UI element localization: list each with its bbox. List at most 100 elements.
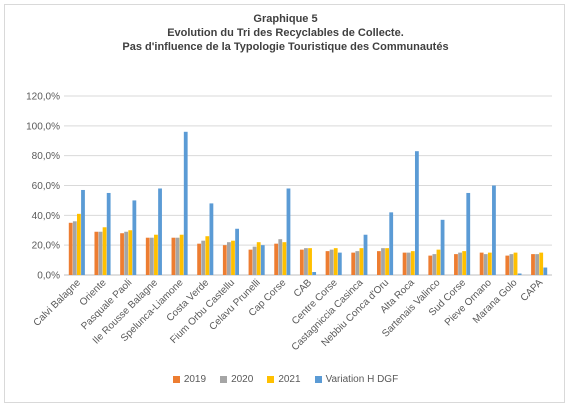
bar <box>76 213 81 275</box>
bar <box>124 231 129 275</box>
bar <box>158 188 162 275</box>
bar <box>359 248 364 275</box>
bar <box>513 252 518 275</box>
bar <box>543 267 548 275</box>
bar <box>120 233 124 275</box>
bar <box>355 251 360 275</box>
y-tick-label: 0,0% <box>37 271 60 282</box>
bar <box>492 185 496 275</box>
bar <box>179 234 184 275</box>
y-tick-label: 80,0% <box>32 151 60 162</box>
legend-swatch-2019 <box>172 376 180 383</box>
legend-item-2021: 2021 <box>267 374 301 385</box>
bar <box>235 228 239 275</box>
bar <box>149 237 154 275</box>
legend-swatch-2020 <box>220 376 228 383</box>
bar <box>231 240 235 275</box>
bar <box>312 272 317 275</box>
bar <box>248 249 253 275</box>
bar <box>517 273 522 275</box>
bar <box>102 227 107 275</box>
bar <box>535 254 540 275</box>
y-tick-label: 40,0% <box>32 211 60 222</box>
bar <box>175 237 180 275</box>
bar <box>68 222 73 275</box>
x-tick-label: CAB <box>292 277 315 300</box>
bar <box>385 248 390 275</box>
bar <box>154 234 158 275</box>
bar <box>428 255 433 275</box>
bar <box>145 237 150 275</box>
bar <box>414 151 419 275</box>
bar <box>81 189 85 275</box>
bar <box>183 131 188 275</box>
bar <box>197 243 202 275</box>
bar <box>329 249 334 275</box>
bar <box>432 254 437 275</box>
bar <box>351 252 356 275</box>
bar <box>377 251 381 275</box>
bar <box>209 203 214 275</box>
bar <box>381 248 385 275</box>
chart-subtitle-line-1: Evolution du Tri des Recyclables de Coll… <box>167 27 404 39</box>
bar <box>106 192 111 275</box>
bar <box>286 188 291 275</box>
bar <box>72 221 77 275</box>
bar <box>325 251 330 275</box>
bar <box>389 212 394 275</box>
chart-legend: 2019 2020 2021 Variation H DGF <box>0 374 571 385</box>
bar <box>132 200 137 275</box>
bar <box>222 245 227 275</box>
bar <box>483 254 488 275</box>
legend-swatch-variation <box>314 376 322 383</box>
legend-item-variation: Variation H DGF <box>314 374 399 385</box>
bar <box>363 234 368 275</box>
bar <box>487 252 492 275</box>
bar <box>308 248 312 275</box>
legend-label-2020: 2020 <box>231 374 254 385</box>
bar <box>531 254 535 275</box>
bar <box>274 243 279 275</box>
y-tick-label: 120,0% <box>26 92 60 103</box>
bar-chart: 0,0% 20,0% 40,0% 60,0% 80,0% 100,0% 120,0% Calv… <box>26 92 552 353</box>
bar <box>128 230 133 275</box>
bar <box>171 237 176 275</box>
y-tick-label: 100,0% <box>26 121 60 132</box>
bar <box>410 251 415 275</box>
bar <box>304 248 308 275</box>
bar <box>252 246 257 275</box>
chart-title-block: Graphique 5 Evolution du Tri des Recycla… <box>0 12 571 54</box>
bar <box>505 255 510 275</box>
bar <box>278 239 283 275</box>
legend-label-2019: 2019 <box>183 374 207 385</box>
bar <box>509 254 514 275</box>
legend-swatch-2021 <box>267 376 275 383</box>
bar <box>201 240 206 275</box>
bar <box>226 242 231 275</box>
bar <box>282 242 287 275</box>
bar <box>458 252 462 275</box>
bar <box>402 252 407 275</box>
legend-item-2019: 2019 <box>172 374 207 385</box>
bar <box>440 219 445 275</box>
bar <box>98 231 103 275</box>
y-tick-label: 20,0% <box>32 241 60 252</box>
bar <box>94 231 99 275</box>
y-tick-label: 60,0% <box>32 181 60 192</box>
bar <box>333 248 338 275</box>
legend-label-2021: 2021 <box>278 374 301 385</box>
bar <box>205 236 210 275</box>
chart-frame <box>4 4 565 403</box>
bar <box>406 252 411 275</box>
x-tick-label: CAPA <box>519 277 546 304</box>
chart-subtitle-line-2: Pas d'influence de la Typologie Touristi… <box>122 41 449 53</box>
chart-title: Graphique 5 <box>253 13 318 25</box>
legend-item-2020: 2020 <box>220 374 253 385</box>
x-tick-label: Calvi Balagne <box>32 277 84 329</box>
bar <box>260 245 265 275</box>
bar <box>256 242 261 275</box>
legend-label-variation: Variation H DGF <box>325 374 399 385</box>
bar <box>479 252 484 275</box>
bar <box>299 249 304 275</box>
bar <box>454 254 458 275</box>
